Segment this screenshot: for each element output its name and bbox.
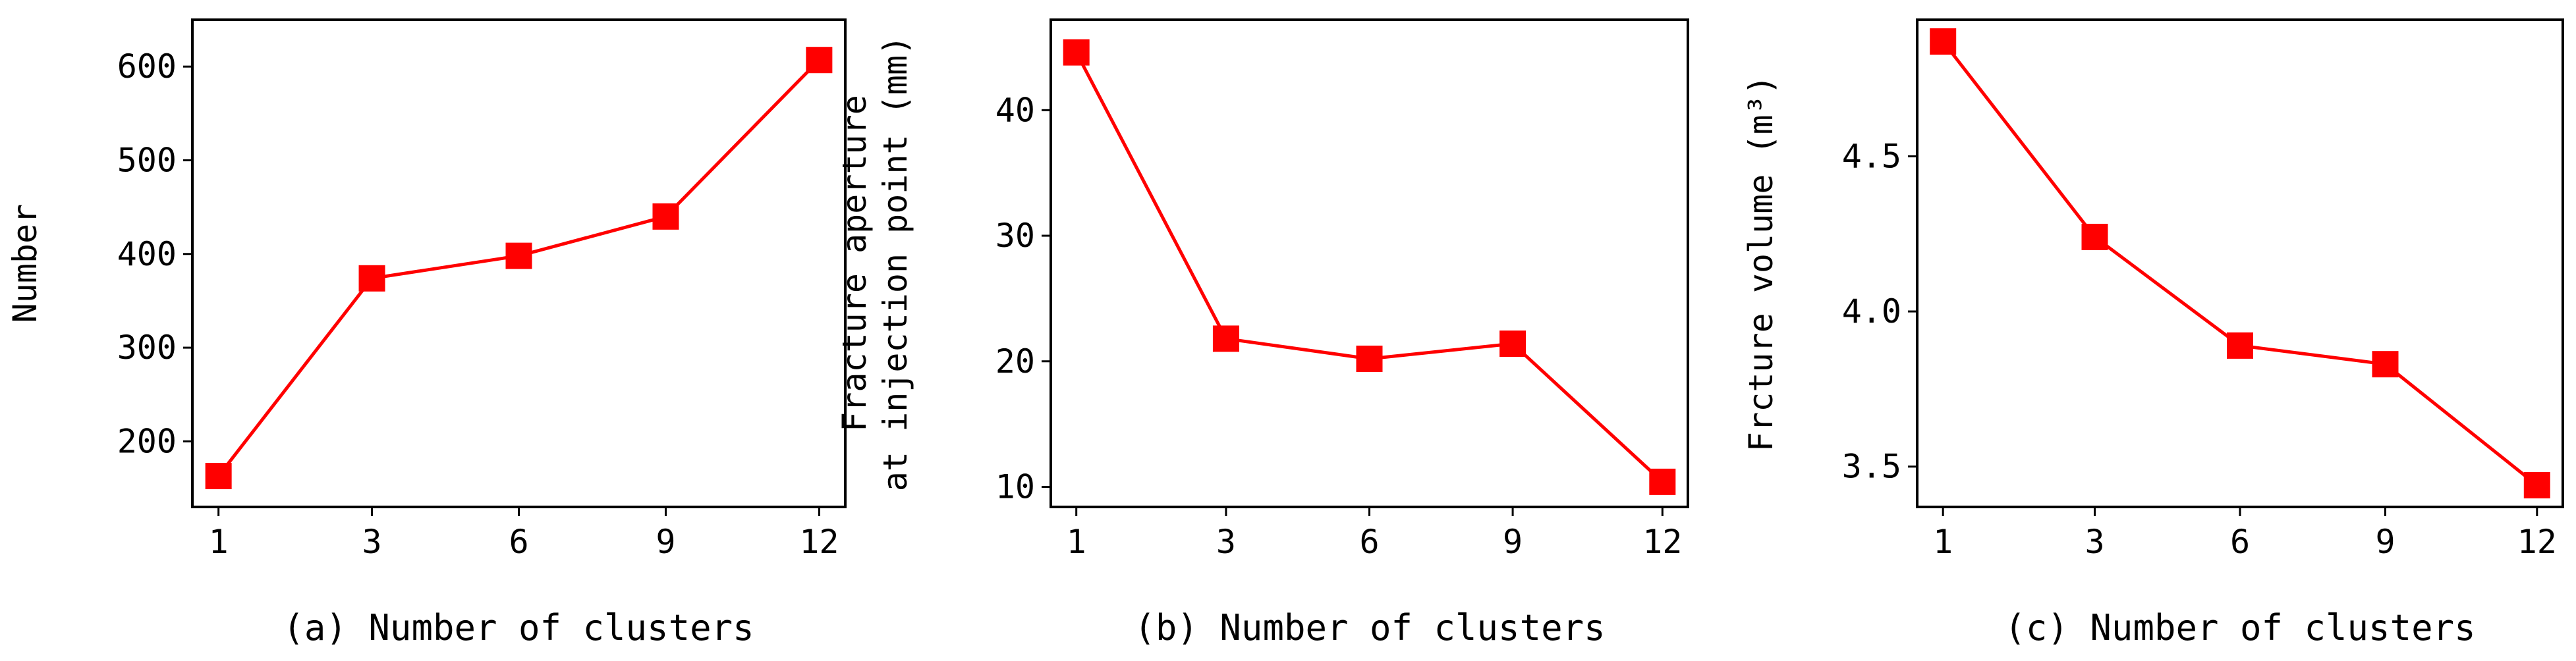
panel-caption: (c) Number of clusters bbox=[2004, 607, 2475, 648]
data-point bbox=[1356, 345, 1383, 372]
y-axis-label-line: Number bbox=[6, 204, 44, 323]
panel-caption: (b) Number of clusters bbox=[1134, 607, 1605, 648]
y-axis-label-line: Fracture aperture bbox=[835, 95, 874, 432]
y-axis-label: Frcture volume (m³) bbox=[1742, 75, 1780, 452]
x-tick-label: 12 bbox=[1642, 523, 1682, 561]
x-tick-label: 3 bbox=[2085, 523, 2104, 561]
panel-b: 10 20 30 40 1 3 6 9 12 Fracture apertureat inject… bbox=[835, 18, 1689, 648]
y-axis-label: Fracture apertureat injection point (mm) bbox=[835, 36, 914, 491]
y-tick-label: 30 bbox=[995, 217, 1035, 255]
panel-caption: (a) Number of clusters bbox=[283, 607, 754, 648]
data-point bbox=[358, 265, 385, 292]
data-point bbox=[1212, 325, 1239, 352]
data-point bbox=[1649, 468, 1676, 495]
y-tick-label: 40 bbox=[995, 91, 1035, 129]
series-line bbox=[1075, 51, 1664, 483]
y-tick-label: 600 bbox=[117, 47, 177, 86]
data-point bbox=[505, 242, 532, 269]
y-tick-label: 400 bbox=[117, 235, 177, 273]
data-point bbox=[806, 47, 833, 74]
y-tick-label: 4.0 bbox=[1842, 292, 1901, 330]
x-tick-label: 6 bbox=[509, 523, 528, 561]
x-tick-label: 1 bbox=[209, 523, 229, 561]
plot-frame bbox=[1050, 18, 1689, 508]
x-tick-label: 1 bbox=[1933, 523, 1953, 561]
data-point bbox=[205, 463, 232, 490]
y-tick-label: 500 bbox=[117, 141, 177, 179]
y-tick-label: 4.5 bbox=[1842, 137, 1901, 175]
x-tick-label: 12 bbox=[2517, 523, 2557, 561]
x-tick-label: 3 bbox=[362, 523, 381, 561]
series-line bbox=[1942, 40, 2538, 487]
y-tick-label: 200 bbox=[117, 422, 177, 460]
y-axis-label: Number bbox=[6, 204, 44, 323]
data-point bbox=[2227, 332, 2253, 359]
data-point bbox=[2523, 472, 2550, 499]
data-point bbox=[2081, 223, 2108, 250]
x-tick-label: 1 bbox=[1067, 523, 1086, 561]
x-tick-label: 6 bbox=[2230, 523, 2250, 561]
x-tick-label: 12 bbox=[799, 523, 839, 561]
y-tick-label: 300 bbox=[117, 329, 177, 367]
data-point bbox=[1063, 39, 1090, 66]
plot-frame bbox=[1916, 18, 2564, 508]
x-tick-label: 9 bbox=[2375, 523, 2395, 561]
y-axis-label-line: Frcture volume (m³) bbox=[1742, 75, 1780, 452]
y-tick-label: 10 bbox=[995, 467, 1035, 506]
data-point bbox=[652, 203, 679, 230]
data-point bbox=[1930, 28, 1957, 55]
y-tick-label: 3.5 bbox=[1842, 448, 1901, 486]
x-tick-label: 3 bbox=[1216, 523, 1236, 561]
data-point bbox=[1499, 330, 1526, 357]
panel-c: 3.5 4.0 4.5 1 3 6 9 12 Frcture volume (m³) (c) Nu… bbox=[1742, 18, 2564, 648]
panel-a: 200 300 400 500 600 1 3 6 9 12 Number (a) Number of… bbox=[6, 18, 847, 648]
y-tick-label: 20 bbox=[995, 342, 1035, 381]
x-tick-label: 6 bbox=[1359, 523, 1379, 561]
x-tick-label: 9 bbox=[1503, 523, 1523, 561]
x-tick-label: 9 bbox=[656, 523, 675, 561]
data-point bbox=[2372, 351, 2399, 378]
y-axis-label-line: at injection point (mm) bbox=[876, 36, 914, 491]
